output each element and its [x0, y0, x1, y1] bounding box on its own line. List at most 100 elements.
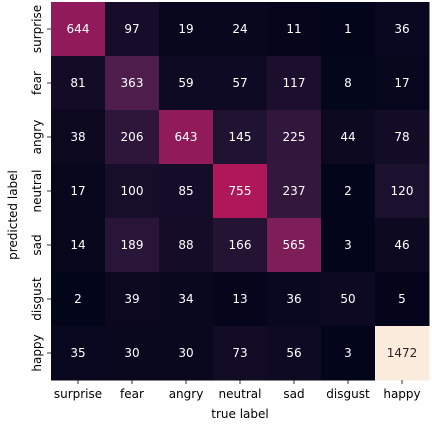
y-tick-label-neutral: neutral: [30, 170, 44, 213]
heatmap-cell-sad-disgust: [321, 218, 376, 273]
heatmap-cell-sad-happy: [375, 218, 430, 273]
cell-value-happy-fear: 30: [124, 346, 139, 360]
heatmap-cell-angry-neutral: [213, 110, 268, 165]
heatmap-cell-disgust-angry: [159, 272, 214, 327]
cell-value-fear-disgust: 8: [344, 76, 352, 90]
heatmap-cell-sad-angry: [159, 218, 214, 273]
heatmap-cell-neutral-fear: [105, 164, 160, 219]
cell-value-disgust-angry: 34: [178, 292, 193, 306]
heatmap-cell-angry-sad: [267, 110, 322, 165]
x-axis-ticks: surprise fear angry neutral sad disgust happy: [54, 380, 421, 401]
heatmap-cell-angry-disgust: [321, 110, 376, 165]
heatmap-cell-disgust-neutral: [213, 272, 268, 327]
heatmap-cell-happy-sad: [267, 326, 322, 381]
heatmap-cell-sad-sad: [267, 218, 322, 273]
heatmap-cell-fear-happy: [375, 56, 430, 111]
cell-value-sad-neutral: 166: [229, 238, 252, 252]
cell-value-happy-happy: 1472: [387, 346, 418, 360]
cell-value-fear-happy: 17: [394, 76, 409, 90]
y-tick-label-sad: sad: [30, 234, 44, 255]
y-axis-label: predicted label: [6, 170, 20, 260]
cell-value-surprise-surprise: 644: [67, 22, 90, 36]
heatmap-cell-neutral-surprise: [51, 164, 106, 219]
heatmap-cell-disgust-fear: [105, 272, 160, 327]
heatmap-cell-fear-disgust: [321, 56, 376, 111]
cell-value-disgust-surprise: 2: [74, 292, 82, 306]
y-tick-label-angry: angry: [30, 120, 44, 155]
y-tick-label-disgust: disgust: [30, 277, 44, 321]
heatmap-cell-neutral-disgust: [321, 164, 376, 219]
y-tick-label-fear: fear: [30, 71, 44, 95]
cell-value-fear-surprise: 81: [70, 76, 85, 90]
y-tick-label-surprise: surprise: [30, 5, 44, 53]
x-tick-label-fear: fear: [120, 387, 144, 401]
cell-value-sad-fear: 189: [121, 238, 144, 252]
cell-value-disgust-disgust: 50: [340, 292, 355, 306]
cell-value-happy-neutral: 73: [232, 346, 247, 360]
cell-value-happy-angry: 30: [178, 346, 193, 360]
cell-value-neutral-angry: 85: [178, 184, 193, 198]
heatmap-cell-happy-fear: [105, 326, 160, 381]
heatmap-cell-angry-surprise: [51, 110, 106, 165]
heatmap-cell-surprise-angry: [159, 2, 214, 57]
cell-value-neutral-surprise: 17: [70, 184, 85, 198]
x-tick-label-angry: angry: [169, 387, 204, 401]
y-tick-label-happy: happy: [30, 334, 44, 371]
cell-value-sad-angry: 88: [178, 238, 193, 252]
heatmap-cell-happy-surprise: [51, 326, 106, 381]
cell-value-angry-neutral: 145: [229, 130, 252, 144]
heatmap-cell-fear-fear: [105, 56, 160, 111]
cell-value-happy-disgust: 3: [344, 346, 352, 360]
heatmap-cell-angry-fear: [105, 110, 160, 165]
heatmap-cell-happy-disgust: [321, 326, 376, 381]
heatmap-cell-surprise-fear: [105, 2, 160, 57]
cell-value-happy-surprise: 35: [70, 346, 85, 360]
x-tick-label-surprise: surprise: [54, 387, 102, 401]
heatmap-cell-fear-sad: [267, 56, 322, 111]
cell-value-angry-disgust: 44: [340, 130, 355, 144]
heatmap-cell-happy-happy: [375, 326, 430, 381]
heatmap-cell-surprise-sad: [267, 2, 322, 57]
cell-value-sad-happy: 46: [394, 238, 409, 252]
x-tick-label-neutral: neutral: [219, 387, 262, 401]
heatmap-cell-neutral-happy: [375, 164, 430, 219]
heatmap-cell-disgust-happy: [375, 272, 430, 327]
cell-value-disgust-happy: 5: [398, 292, 406, 306]
heatmap-cell-disgust-disgust: [321, 272, 376, 327]
y-axis-ticks: surprise fear angry neutral sad disgust happy: [30, 5, 51, 372]
heatmap-cells: [51, 2, 430, 381]
heatmap-cell-fear-surprise: [51, 56, 106, 111]
cell-value-neutral-disgust: 2: [344, 184, 352, 198]
cell-value-surprise-neutral: 24: [232, 22, 247, 36]
heatmap-cell-surprise-happy: [375, 2, 430, 57]
heatmap-cell-surprise-disgust: [321, 2, 376, 57]
cell-value-happy-sad: 56: [286, 346, 301, 360]
x-tick-label-disgust: disgust: [326, 387, 370, 401]
cell-value-surprise-happy: 36: [394, 22, 409, 36]
cell-value-disgust-neutral: 13: [232, 292, 247, 306]
cell-value-fear-neutral: 57: [232, 76, 247, 90]
heatmap-cell-happy-neutral: [213, 326, 268, 381]
heatmap-cell-neutral-sad: [267, 164, 322, 219]
heatmap-cell-neutral-neutral: [213, 164, 268, 219]
cell-value-neutral-sad: 237: [283, 184, 306, 198]
cell-value-fear-angry: 59: [178, 76, 193, 90]
heatmap-cell-sad-neutral: [213, 218, 268, 273]
cell-value-fear-sad: 117: [283, 76, 306, 90]
cell-value-angry-fear: 206: [121, 130, 144, 144]
heatmap-cell-angry-happy: [375, 110, 430, 165]
x-axis-label: true label: [211, 407, 268, 421]
x-tick-label-sad: sad: [283, 387, 304, 401]
cell-value-sad-surprise: 14: [70, 238, 85, 252]
cell-value-sad-sad: 565: [283, 238, 306, 252]
cell-value-disgust-fear: 39: [124, 292, 139, 306]
heatmap-cell-surprise-neutral: [213, 2, 268, 57]
heatmap-cell-fear-angry: [159, 56, 214, 111]
cell-value-angry-sad: 225: [283, 130, 306, 144]
heatmap-cell-happy-angry: [159, 326, 214, 381]
cell-value-neutral-happy: 120: [391, 184, 414, 198]
heatmap-cell-disgust-sad: [267, 272, 322, 327]
cell-value-neutral-neutral: 755: [229, 184, 252, 198]
